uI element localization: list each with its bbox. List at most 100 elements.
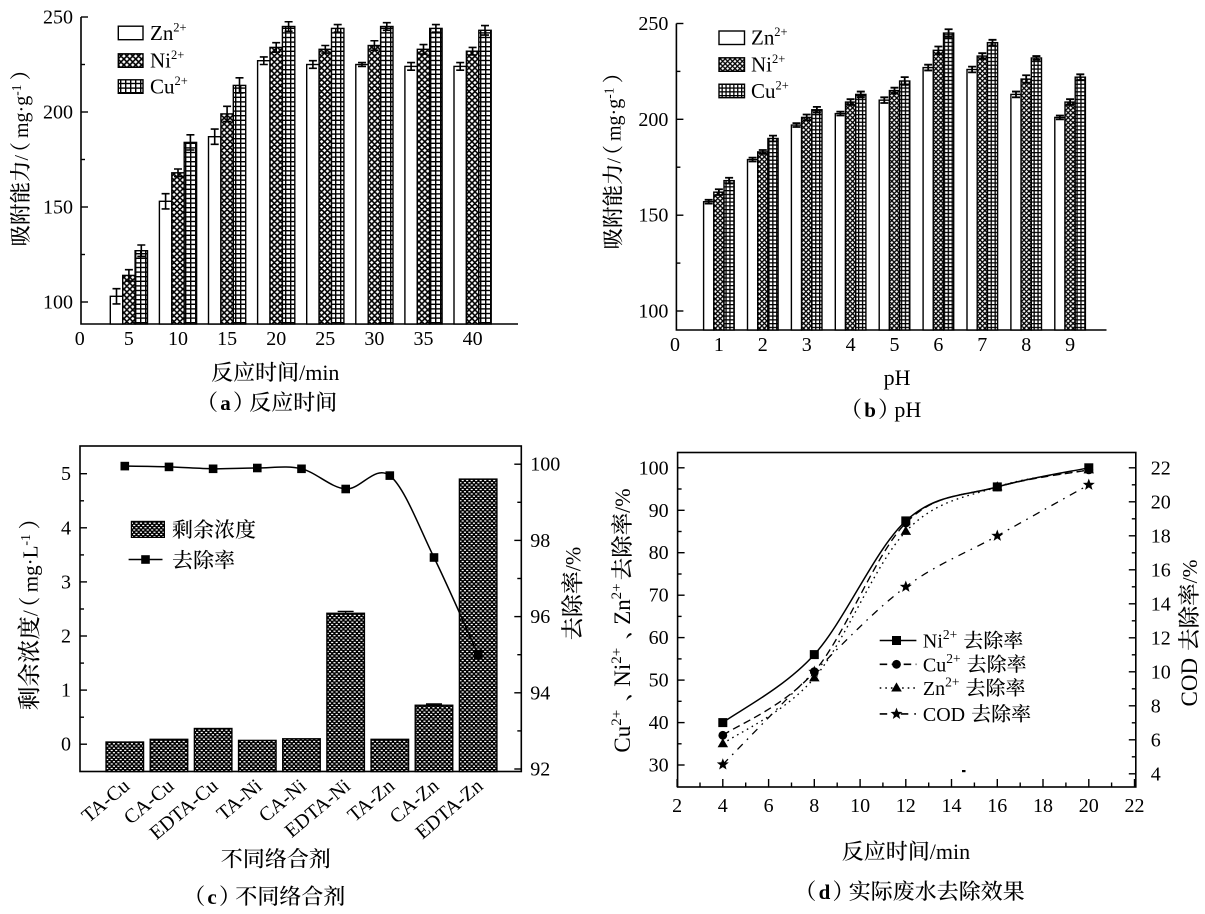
svg-text:1: 1 — [61, 680, 71, 702]
svg-text:2: 2 — [672, 795, 682, 817]
svg-text:10: 10 — [1151, 661, 1171, 683]
svg-text:2+: 2+ — [943, 627, 957, 642]
svg-text:2+: 2+ — [173, 21, 186, 35]
svg-text:-1: -1 — [602, 87, 617, 98]
svg-text:40: 40 — [649, 712, 669, 734]
svg-text:a: a — [220, 391, 231, 415]
svg-text:35: 35 — [414, 328, 434, 350]
svg-text:/: / — [604, 158, 626, 164]
svg-text:pH: pH — [884, 365, 911, 390]
svg-text:150: 150 — [43, 197, 73, 219]
svg-text:60: 60 — [649, 627, 669, 649]
svg-text:18: 18 — [1151, 525, 1171, 547]
svg-text:8: 8 — [809, 795, 819, 817]
svg-text:250: 250 — [638, 13, 668, 35]
svg-text:10: 10 — [168, 328, 188, 350]
svg-text:Ni: Ni — [923, 631, 943, 653]
svg-text:14: 14 — [1151, 593, 1171, 615]
svg-text:Ni: Ni — [610, 664, 635, 687]
svg-text:Zn: Zn — [751, 26, 775, 50]
svg-text:200: 200 — [43, 102, 73, 124]
svg-text:1: 1 — [714, 334, 724, 356]
svg-text:20: 20 — [266, 328, 286, 350]
svg-text:2+: 2+ — [945, 675, 959, 690]
svg-text:8: 8 — [1021, 334, 1031, 356]
svg-text:6: 6 — [1151, 729, 1161, 751]
svg-text:5: 5 — [61, 463, 71, 485]
svg-text:Ni: Ni — [150, 49, 171, 73]
svg-text:96: 96 — [530, 606, 550, 628]
svg-text:2+: 2+ — [774, 25, 787, 39]
svg-text:/: / — [19, 610, 43, 616]
svg-text:2+: 2+ — [171, 48, 184, 62]
svg-text:/%: /% — [1178, 559, 1202, 583]
svg-text:3: 3 — [61, 571, 71, 593]
svg-text:9: 9 — [1065, 334, 1075, 356]
svg-text:0: 0 — [61, 734, 71, 756]
svg-text:Zn: Zn — [610, 599, 635, 625]
svg-text:22: 22 — [1125, 795, 1145, 817]
svg-text:12: 12 — [896, 795, 916, 817]
svg-text:70: 70 — [649, 585, 669, 607]
svg-text:3: 3 — [802, 334, 812, 356]
svg-text:10: 10 — [850, 795, 870, 817]
svg-text:Cu: Cu — [923, 654, 946, 676]
svg-text:2+: 2+ — [175, 74, 188, 88]
svg-text:c: c — [207, 885, 216, 909]
svg-text:0: 0 — [670, 334, 680, 356]
svg-text:25: 25 — [315, 328, 335, 350]
svg-text:150: 150 — [638, 205, 668, 227]
svg-text:40: 40 — [463, 328, 483, 350]
svg-text:2+: 2+ — [946, 651, 960, 666]
svg-text:Zn: Zn — [923, 678, 945, 700]
svg-text:30: 30 — [649, 755, 669, 777]
svg-text:b: b — [864, 398, 876, 422]
svg-text:200: 200 — [638, 109, 668, 131]
svg-text:-1: -1 — [9, 84, 24, 95]
svg-text:COD: COD — [1177, 658, 1202, 707]
svg-text:6: 6 — [933, 334, 943, 356]
svg-text:/%: /% — [561, 547, 586, 571]
svg-text:98: 98 — [530, 530, 550, 552]
svg-text:100: 100 — [530, 454, 560, 476]
svg-text:100: 100 — [43, 292, 73, 314]
svg-text:8: 8 — [1151, 695, 1161, 717]
svg-text:Zn: Zn — [150, 21, 174, 45]
svg-text:15: 15 — [217, 328, 237, 350]
svg-text:d: d — [819, 880, 831, 904]
svg-text:2+: 2+ — [609, 648, 625, 664]
svg-text:80: 80 — [649, 542, 669, 564]
svg-text:12: 12 — [1151, 627, 1171, 649]
svg-text:5: 5 — [124, 328, 134, 350]
svg-text:Cu: Cu — [150, 75, 175, 99]
svg-text:100: 100 — [638, 301, 668, 323]
svg-text:6: 6 — [764, 795, 774, 817]
svg-text:2+: 2+ — [609, 710, 625, 726]
svg-text:5: 5 — [890, 334, 900, 356]
svg-text:16: 16 — [1151, 559, 1171, 581]
svg-text:7: 7 — [977, 334, 987, 356]
svg-text:2+: 2+ — [772, 52, 785, 66]
svg-text:/%: /% — [610, 488, 635, 512]
svg-text:22: 22 — [1151, 457, 1171, 479]
svg-text:18: 18 — [1033, 795, 1053, 817]
svg-text:50: 50 — [649, 670, 669, 692]
svg-text:14: 14 — [942, 795, 962, 817]
svg-text:2+: 2+ — [609, 583, 625, 599]
svg-text:20: 20 — [1079, 795, 1099, 817]
svg-text:/min: /min — [930, 839, 970, 864]
svg-text:4: 4 — [61, 517, 71, 539]
svg-text:/min: /min — [299, 360, 339, 385]
svg-text:2+: 2+ — [776, 79, 789, 93]
svg-text:4: 4 — [1151, 763, 1161, 785]
svg-text:Cu: Cu — [751, 79, 776, 103]
svg-text:90: 90 — [649, 500, 669, 522]
svg-text:250: 250 — [43, 7, 73, 29]
svg-text:94: 94 — [530, 682, 550, 704]
svg-text:16: 16 — [987, 795, 1007, 817]
svg-text:0: 0 — [75, 328, 85, 350]
svg-text:Cu: Cu — [610, 725, 635, 752]
svg-text:mg·L: mg·L — [19, 546, 43, 593]
svg-text:mg·g: mg·g — [604, 99, 626, 141]
svg-text:92: 92 — [530, 759, 550, 781]
